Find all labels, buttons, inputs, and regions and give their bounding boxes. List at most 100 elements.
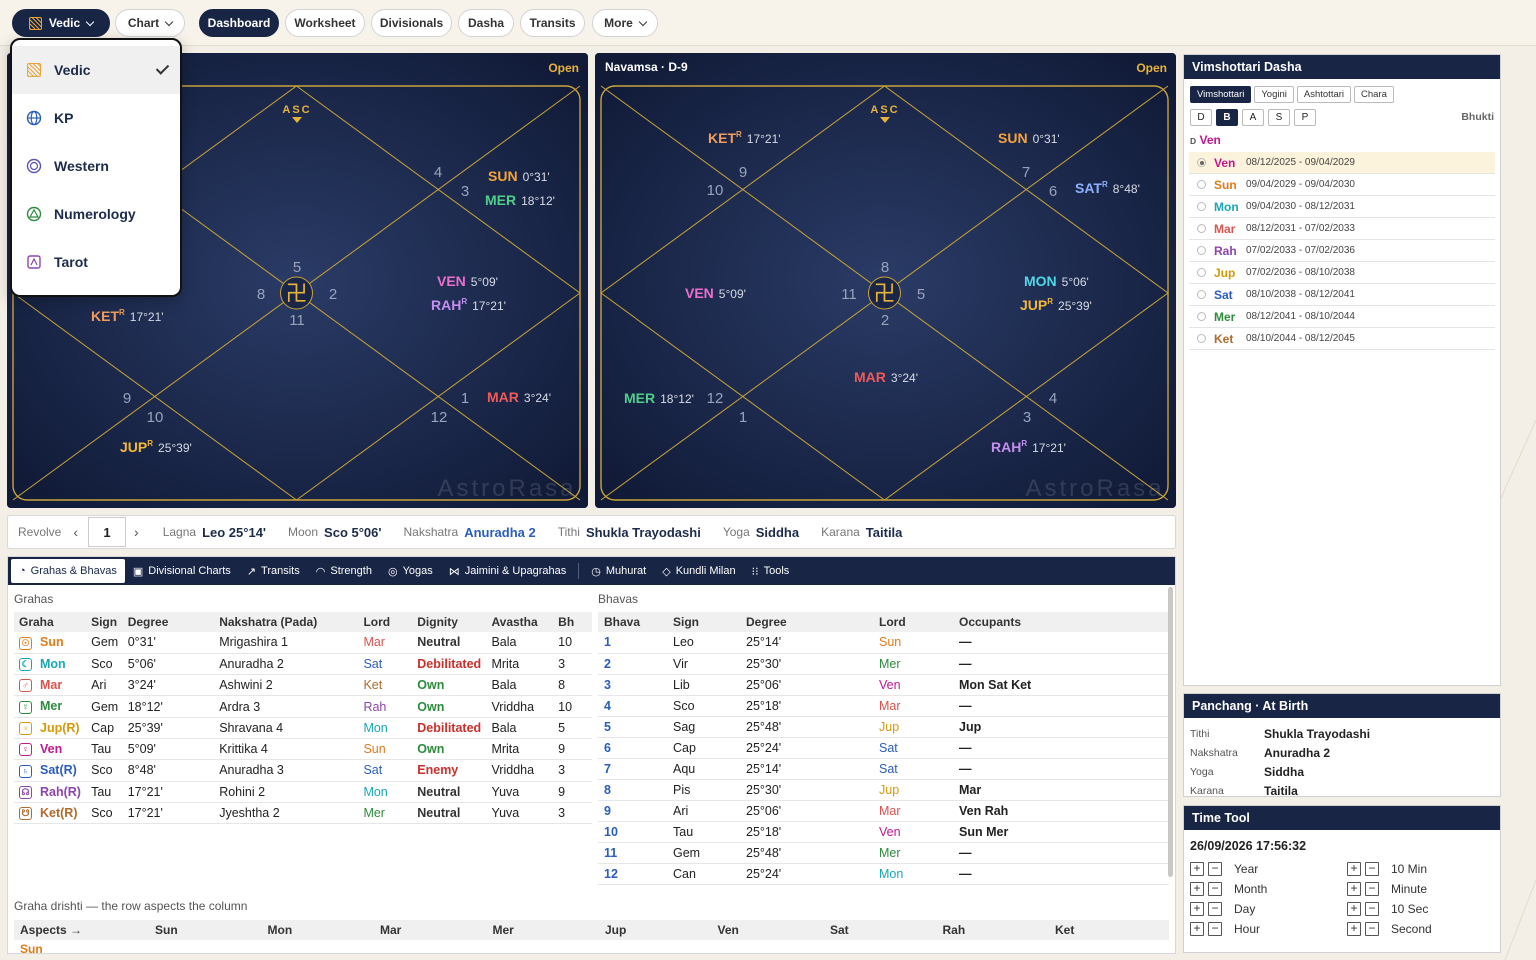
planet-mer[interactable]: MER 18°12' — [485, 192, 555, 208]
graha-row[interactable]: ♃ Jup(R) Cap 25°39' Shravana 4 Mon Debilitated… — [14, 717, 592, 739]
bhava-row[interactable]: 2 Vir 25°30' Mer — — [598, 653, 1169, 675]
tab-tools[interactable]: ⁝⁝ Tools — [744, 559, 798, 583]
tab-transits[interactable]: ↗ Transits — [239, 559, 308, 583]
dasha-breadcrumb[interactable]: D Ven — [1190, 133, 1221, 147]
graha-row[interactable]: ♀ Ven Tau 5°09' Krittika 4 Sun Own Mrita 9 — [14, 738, 592, 761]
bhava-row[interactable]: 1 Leo 25°14' Sun — — [598, 632, 1169, 654]
planet-mar[interactable]: MAR 3°24' — [854, 369, 918, 385]
minus-button[interactable]: − — [1208, 862, 1222, 876]
bhava-row[interactable]: 12 Can 25°24' Mon — — [598, 863, 1169, 885]
tab-dasha[interactable]: Dasha — [458, 9, 514, 37]
dasha-row[interactable]: Mar 08/12/2031 - 07/02/2033 — [1189, 218, 1495, 240]
bhava-row[interactable]: 6 Cap 25°24' Sat — — [598, 737, 1169, 759]
dasha-level-b[interactable]: B — [1216, 109, 1238, 126]
dasha-system-yogini[interactable]: Yogini — [1254, 86, 1294, 103]
tab-more[interactable]: More — [592, 9, 658, 37]
plus-button[interactable]: + — [1347, 922, 1361, 936]
planet-sun[interactable]: SUN 0°31' — [998, 130, 1060, 146]
dasha-row[interactable]: Sun 09/04/2029 - 09/04/2030 — [1189, 174, 1495, 196]
planet-sat[interactable]: SATR 8°48' — [1075, 180, 1140, 196]
dasha-system-ashtottari[interactable]: Ashtottari — [1296, 86, 1352, 103]
plus-button[interactable]: + — [1190, 922, 1204, 936]
tab-divisional-charts[interactable]: ▣ Divisional Charts — [125, 559, 239, 583]
planet-rah[interactable]: RAHR 17°21' — [991, 439, 1066, 455]
bhava-row[interactable]: 7 Aqu 25°14' Sat — — [598, 758, 1169, 780]
system-selector-button[interactable]: Vedic — [12, 9, 110, 37]
dropdown-item-numerology[interactable]: Numerology — [12, 190, 180, 238]
tab-yogas[interactable]: ◎ Yogas — [380, 559, 441, 583]
planet-sun[interactable]: SUN 0°31' — [488, 168, 550, 184]
minus-button[interactable]: − — [1208, 902, 1222, 916]
planet-mer[interactable]: MER 18°12' — [624, 390, 694, 406]
plus-button[interactable]: + — [1347, 902, 1361, 916]
dropdown-item-western[interactable]: Western — [12, 142, 180, 190]
tab-dashboard[interactable]: Dashboard — [199, 9, 279, 37]
planet-jup[interactable]: JUPR 25°39' — [1020, 297, 1092, 313]
tab-kundli-milan[interactable]: ◇ Kundli Milan — [654, 559, 743, 583]
planet-ket[interactable]: KETR 17°21' — [708, 130, 781, 146]
chevron-left-icon[interactable]: ‹ — [73, 524, 79, 540]
dasha-row[interactable]: Sat 08/10/2038 - 08/12/2041 — [1189, 284, 1495, 306]
dasha-system-chara[interactable]: Chara — [1354, 86, 1394, 103]
tab-grahas-bhavas[interactable]: ◔ Grahas & Bhavas — [11, 559, 125, 583]
graha-row[interactable]: ☋ Ket(R) Sco 17°21' Jyeshtha 2 Mer Neutral Yuva… — [14, 802, 592, 825]
dasha-row[interactable]: Mer 08/12/2041 - 08/10/2044 — [1189, 306, 1495, 328]
dropdown-item-vedic[interactable]: Vedic — [12, 46, 180, 94]
plus-button[interactable]: + — [1190, 902, 1204, 916]
graha-row[interactable]: ☊ Rah(R) Tau 17°21' Rohini 2 Mon Neutral Yuva 9 — [14, 781, 592, 803]
planet-mar[interactable]: MAR 3°24' — [487, 389, 551, 405]
plus-button[interactable]: + — [1347, 882, 1361, 896]
tab-transits[interactable]: Transits — [520, 9, 585, 37]
dasha-level-a[interactable]: A — [1242, 109, 1264, 126]
dasha-level-s[interactable]: S — [1268, 109, 1290, 126]
chart-menu-button[interactable]: Chart — [115, 9, 185, 37]
minus-button[interactable]: − — [1365, 862, 1379, 876]
plus-button[interactable]: + — [1190, 862, 1204, 876]
dasha-level-p[interactable]: P — [1294, 109, 1316, 126]
planet-ven[interactable]: VEN 5°09' — [685, 285, 746, 301]
planet-ket[interactable]: KETR 17°21' — [91, 308, 164, 324]
minus-button[interactable]: − — [1208, 922, 1222, 936]
bhava-row[interactable]: 5 Sag 25°48' Jup Jup — [598, 716, 1169, 738]
tab-jaimini-upagrahas[interactable]: ⋈ Jaimini & Upagrahas — [441, 559, 575, 583]
revolve-input[interactable]: 1 — [88, 517, 127, 547]
bhava-row[interactable]: 3 Lib 25°06' Ven Mon Sat Ket — [598, 674, 1169, 696]
bhava-row[interactable]: 8 Pis 25°30' Jup Mar — [598, 779, 1169, 801]
graha-row[interactable]: ♄ Sat(R) Sco 8°48' Anuradha 3 Sat Enemy Vriddha… — [14, 759, 592, 782]
chevron-right-icon[interactable]: › — [134, 524, 139, 540]
bhava-row[interactable]: 10 Tau 25°18' Ven Sun Mer — [598, 821, 1169, 843]
dasha-row[interactable]: Rah 07/02/2033 - 07/02/2036 — [1189, 240, 1495, 262]
tab-strength[interactable]: ◠ Strength — [308, 559, 380, 583]
navamsa-open-link[interactable]: Open — [1136, 61, 1167, 75]
rasi-open-link[interactable]: Open — [548, 61, 579, 75]
bhava-row[interactable]: 4 Sco 25°18' Mar — — [598, 695, 1169, 717]
graha-row[interactable]: ♂ Mar Ari 3°24' Ashwini 2 Ket Own Bala 8 — [14, 674, 592, 697]
dasha-level-d[interactable]: D — [1190, 109, 1212, 126]
graha-row[interactable]: ☾ Mon Sco 5°06' Anuradha 2 Sat Debilitated Mrit… — [14, 653, 592, 676]
tab-muhurat[interactable]: ◷ Muhurat — [583, 559, 654, 583]
dasha-row[interactable]: Ven 08/12/2025 - 09/04/2029 — [1189, 152, 1495, 174]
tab-worksheet[interactable]: Worksheet — [285, 9, 365, 37]
planet-mon[interactable]: MON 5°06' — [1024, 273, 1089, 289]
dropdown-item-kp[interactable]: KP — [12, 94, 180, 142]
dasha-row[interactable]: Mon 09/04/2030 - 08/12/2031 — [1189, 196, 1495, 218]
minus-button[interactable]: − — [1208, 882, 1222, 896]
plus-button[interactable]: + — [1190, 882, 1204, 896]
planet-rah[interactable]: RAHR 17°21' — [431, 297, 506, 313]
scrollbar[interactable] — [1168, 587, 1173, 877]
minus-button[interactable]: − — [1365, 882, 1379, 896]
plus-button[interactable]: + — [1347, 862, 1361, 876]
dasha-row[interactable]: Ket 08/10/2044 - 08/12/2045 — [1189, 328, 1495, 350]
minus-button[interactable]: − — [1365, 922, 1379, 936]
graha-row[interactable]: ☿ Mer Gem 18°12' Ardra 3 Rah Own Vriddha 10 — [14, 695, 592, 718]
minus-button[interactable]: − — [1365, 902, 1379, 916]
dropdown-item-tarot[interactable]: Tarot — [12, 238, 180, 286]
dasha-row[interactable]: Jup 07/02/2036 - 08/10/2038 — [1189, 262, 1495, 284]
planet-jup[interactable]: JUPR 25°39' — [120, 439, 192, 455]
tab-divisionals[interactable]: Divisionals — [371, 9, 452, 37]
planet-ven[interactable]: VEN 5°09' — [437, 273, 498, 289]
graha-row[interactable]: ☉ Sun Gem 0°31' Mrigashira 1 Mar Neutral Bala 10 — [14, 632, 592, 654]
bhava-row[interactable]: 9 Ari 25°06' Mar Ven Rah — [598, 800, 1169, 822]
bhava-row[interactable]: 11 Gem 25°48' Mer — — [598, 842, 1169, 864]
dasha-system-vimshottari[interactable]: Vimshottari — [1190, 86, 1252, 103]
